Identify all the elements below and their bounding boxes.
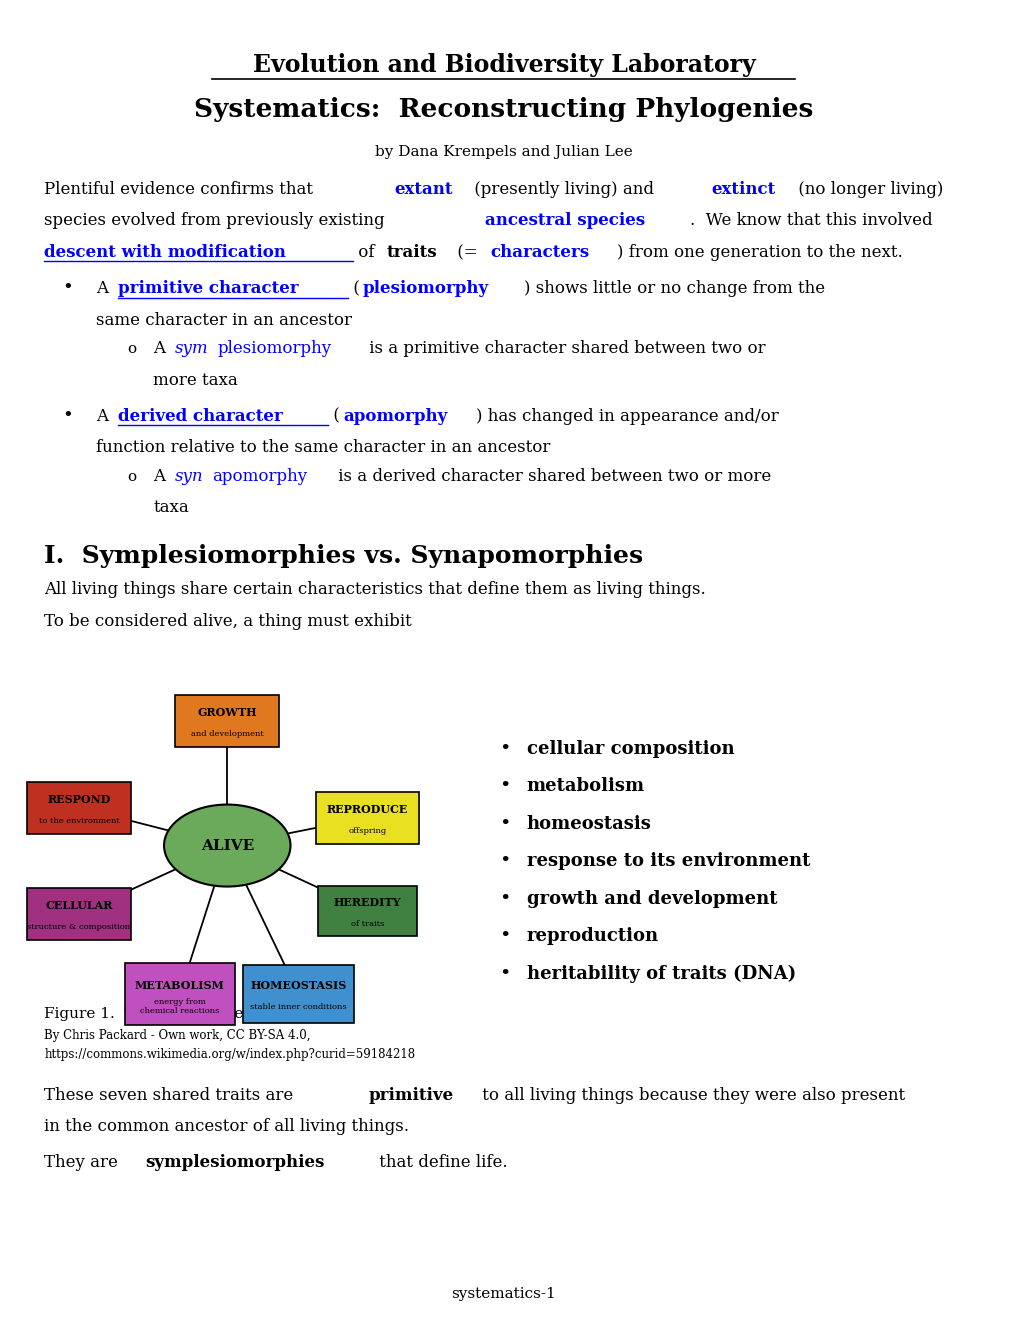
Text: more taxa: more taxa [153,371,237,388]
Text: in the common ancestor of all living things.: in the common ancestor of all living thi… [45,1118,409,1135]
Text: o: o [127,470,137,483]
FancyBboxPatch shape [318,886,417,936]
Text: to the environment: to the environment [39,817,119,825]
Text: is a primitive character shared between two or: is a primitive character shared between … [363,341,764,358]
Text: sym: sym [175,341,209,358]
Text: symplesiomorphies: symplesiomorphies [145,1154,324,1171]
Text: offspring: offspring [348,826,386,834]
Text: ) has changed in appearance and/or: ) has changed in appearance and/or [475,408,777,425]
Text: METABOLISM: METABOLISM [135,979,224,991]
Text: REPRODUCE: REPRODUCE [326,804,408,814]
Text: structure & composition: structure & composition [28,923,130,931]
Text: extant: extant [393,181,452,198]
Text: systematics-1: systematics-1 [451,1287,555,1302]
Text: function relative to the same character in an ancestor: function relative to the same character … [96,440,549,457]
Text: same character in an ancestor: same character in an ancestor [96,312,352,329]
Text: plesiomorphy: plesiomorphy [363,280,489,297]
Text: A: A [96,408,113,425]
Text: GROWTH: GROWTH [198,708,257,718]
Text: reproduction: reproduction [526,927,658,945]
Text: energy from
chemical reactions: energy from chemical reactions [140,998,219,1015]
Text: metabolism: metabolism [526,777,644,795]
Text: They are: They are [45,1154,123,1171]
FancyBboxPatch shape [28,887,130,940]
Text: is a derived character shared between two or more: is a derived character shared between tw… [332,467,770,484]
Text: By Chris Packard - Own work, CC BY-SA 4.0,: By Chris Packard - Own work, CC BY-SA 4.… [45,1028,311,1041]
Text: syn: syn [175,467,204,484]
Text: •: • [498,739,510,758]
Text: traits: traits [386,244,437,261]
FancyBboxPatch shape [124,962,235,1024]
Text: (: ( [327,408,339,425]
Text: A: A [153,341,170,358]
Text: All living things share certain characteristics that define them as living thing: All living things share certain characte… [45,581,705,598]
Text: •: • [62,407,73,425]
Text: Systematics:  Reconstructing Phylogenies: Systematics: Reconstructing Phylogenies [194,98,813,123]
Text: (=: (= [451,244,482,261]
Text: extinct: extinct [710,181,774,198]
Text: A: A [153,467,170,484]
Text: descent with modification: descent with modification [45,244,286,261]
Text: CELLULAR: CELLULAR [45,900,113,911]
Text: taxa: taxa [153,499,189,516]
Text: Figure 1.  The seven criteria of life: Figure 1. The seven criteria of life [45,1007,314,1020]
FancyBboxPatch shape [28,781,130,833]
Text: HOMEOSTASIS: HOMEOSTASIS [250,979,346,991]
Text: primitive character: primitive character [118,280,299,297]
Text: apomorphy: apomorphy [211,467,307,484]
Text: of: of [353,244,379,261]
Text: •: • [498,890,510,908]
Text: .  We know that this involved: . We know that this involved [689,213,931,230]
Text: homeostasis: homeostasis [526,814,651,833]
Text: I.  Symplesiomorphies vs. Synapomorphies: I. Symplesiomorphies vs. Synapomorphies [45,544,643,568]
Text: •: • [498,777,510,795]
Text: by Dana Krempels and Julian Lee: by Dana Krempels and Julian Lee [375,145,632,158]
Text: •: • [498,851,510,870]
Ellipse shape [164,805,290,887]
FancyBboxPatch shape [243,965,354,1023]
Text: that define life.: that define life. [374,1154,507,1171]
Text: •: • [498,927,510,945]
Text: (no longer living): (no longer living) [793,181,943,198]
Text: species evolved from previously existing: species evolved from previously existing [45,213,390,230]
Text: of traits: of traits [351,920,384,928]
Text: ) from one generation to the next.: ) from one generation to the next. [616,244,902,261]
Text: Evolution and Biodiversity Laboratory: Evolution and Biodiversity Laboratory [253,53,755,77]
Text: characters: characters [490,244,589,261]
Text: (presently living) and: (presently living) and [469,181,658,198]
Text: cellular composition: cellular composition [526,739,734,758]
Text: ancestral species: ancestral species [485,213,645,230]
Text: primitive: primitive [369,1086,453,1104]
Text: HEREDITY: HEREDITY [333,898,401,908]
Text: apomorphy: apomorphy [342,408,446,425]
Text: stable inner conditions: stable inner conditions [250,1003,346,1011]
FancyBboxPatch shape [316,792,419,843]
Text: To be considered alive, a thing must exhibit: To be considered alive, a thing must exh… [45,612,412,630]
Text: o: o [127,342,137,356]
Text: •: • [498,814,510,833]
Text: These seven shared traits are: These seven shared traits are [45,1086,299,1104]
Text: https://commons.wikimedia.org/w/index.php?curid=59184218: https://commons.wikimedia.org/w/index.ph… [45,1048,415,1060]
Text: response to its environment: response to its environment [526,851,809,870]
Text: ) shows little or no change from the: ) shows little or no change from the [524,280,824,297]
Text: •: • [62,280,73,297]
Text: RESPOND: RESPOND [47,795,111,805]
Text: heritability of traits (DNA): heritability of traits (DNA) [526,965,795,982]
Text: and development: and development [191,730,263,738]
Text: ALIVE: ALIVE [201,838,254,853]
Text: (: ( [347,280,360,297]
Text: growth and development: growth and development [526,890,776,908]
Text: to all living things because they were also present: to all living things because they were a… [477,1086,905,1104]
Text: derived character: derived character [118,408,282,425]
Text: •: • [498,965,510,982]
Text: A: A [96,280,113,297]
FancyBboxPatch shape [175,694,279,747]
Text: plesiomorphy: plesiomorphy [218,341,332,358]
Text: Plentiful evidence confirms that: Plentiful evidence confirms that [45,181,318,198]
